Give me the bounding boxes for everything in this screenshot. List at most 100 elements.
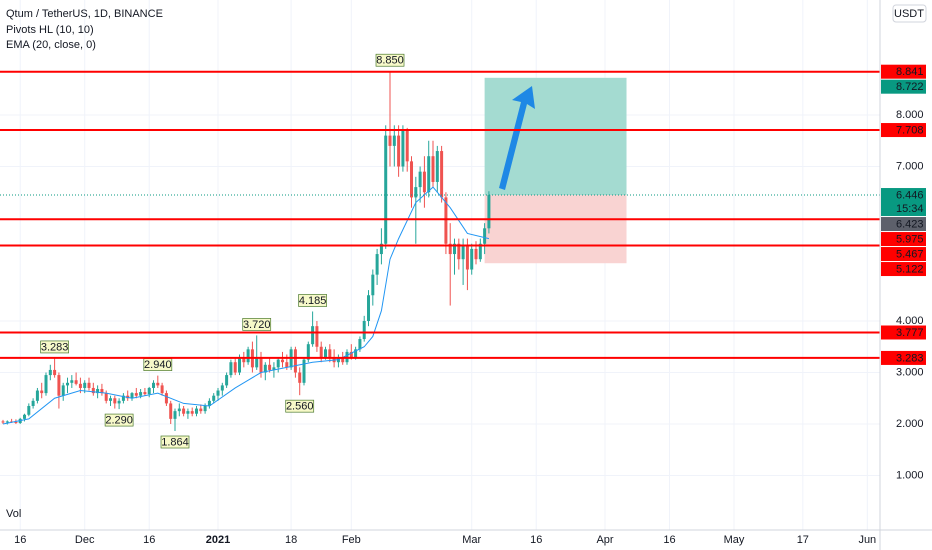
candle-body [134,393,138,396]
price-label: 6.423 [896,218,924,230]
indicator-label: EMA (20, close, 0) [6,39,96,51]
candle-body [388,135,392,146]
price-label-box [881,217,926,232]
pivot-label: 3.283 [41,341,69,353]
candle-body [349,351,353,358]
pivot-label: 4.185 [299,295,327,307]
pivot-label: 8.850 [376,55,404,67]
candle-body [431,156,435,182]
price-label-box [881,188,926,217]
candle-body [238,357,242,373]
candle-body [27,405,31,415]
candle-body [306,344,310,360]
candle-body [130,393,134,399]
candle-body [315,326,319,347]
candle-body [285,362,289,368]
candle-body [212,395,216,401]
y-tick-label: 1.000 [896,469,924,481]
candle-body [298,372,302,383]
candle-body [233,362,237,373]
candle-body [96,388,100,394]
y-tick-label: 7.000 [896,160,924,172]
candle-body [220,385,224,391]
candle-body [164,393,168,404]
candle-body [276,359,280,368]
candle-body [195,408,199,414]
pivot-box [40,340,69,354]
price-label: 8.841 [896,66,924,78]
price-label-box [881,123,926,138]
x-tick-label: Apr [596,534,613,546]
arrow [499,86,535,190]
candle-body [177,408,181,412]
candle-body [199,408,203,412]
candle-body [414,187,418,198]
currency-box[interactable] [892,4,927,23]
candle-body [410,161,414,198]
x-tick-label: 17 [797,534,809,546]
candle-body [375,254,379,275]
y-tick-label: 8.000 [896,109,924,121]
candle-body [190,411,194,414]
candle-body [66,382,70,386]
price-label: 5.975 [896,233,924,245]
currency[interactable]: USDT [894,8,924,20]
price-label: 5.467 [896,248,924,260]
candle-body [435,151,439,182]
candle-body [31,400,35,406]
plot: 3.283 2.290 2.940 1.864 3.720 2.560 4.185 8.850 [0,53,880,448]
candle-body [186,411,190,414]
candle-body [384,135,388,244]
candle-body [169,403,173,419]
candle-body [259,357,263,373]
candle-body [268,364,272,370]
candle-body [87,382,91,388]
candle-body [319,346,323,358]
pivot-label: 2.560 [286,401,314,413]
pivot-label: 2.290 [105,414,133,426]
x-tick-label: 16 [14,534,26,546]
candle-body [379,243,383,255]
candle-body [207,400,211,406]
candle-body [405,130,409,162]
x-tick-label: 18 [285,534,297,546]
candle-body [478,243,482,260]
candle-body [255,357,259,368]
candle-body [302,359,306,383]
candle-body [474,248,478,260]
candle-body [362,321,366,340]
ema-line [2,186,490,425]
candle-body [5,421,9,423]
candle-body [465,246,469,270]
candle-body [156,382,160,386]
price-label-box [881,350,926,365]
candle-body [457,243,461,260]
candle-body [281,359,285,363]
pivot-box [298,294,327,307]
candle-body [173,411,177,419]
x-tick-label: 16 [663,534,675,546]
pivot-label: 3.720 [243,319,271,331]
candle-body [203,405,207,412]
candle-body [354,349,358,358]
candle-body [341,357,345,363]
candle-body [263,364,267,373]
chart-title: Qtum / TetherUS, 1D, BINANCE [6,8,163,20]
indicator-label: Pivots HL (10, 10) [6,24,94,36]
price-label: 5.122 [896,263,924,275]
candle-body [91,387,95,394]
x-tick-label: 2021 [206,534,230,546]
candle-body [453,243,457,255]
candle-body [1,421,5,423]
candle-body [44,375,48,394]
candle-body [40,390,44,394]
pivot-label: 1.864 [161,436,189,448]
candle-body [143,392,147,395]
price-label: 6.446 [896,189,924,201]
price-label-box [881,232,926,247]
price-label: 3.283 [896,352,924,364]
candle-body [35,390,39,401]
candle-body [397,135,401,167]
candle-body [182,408,186,414]
